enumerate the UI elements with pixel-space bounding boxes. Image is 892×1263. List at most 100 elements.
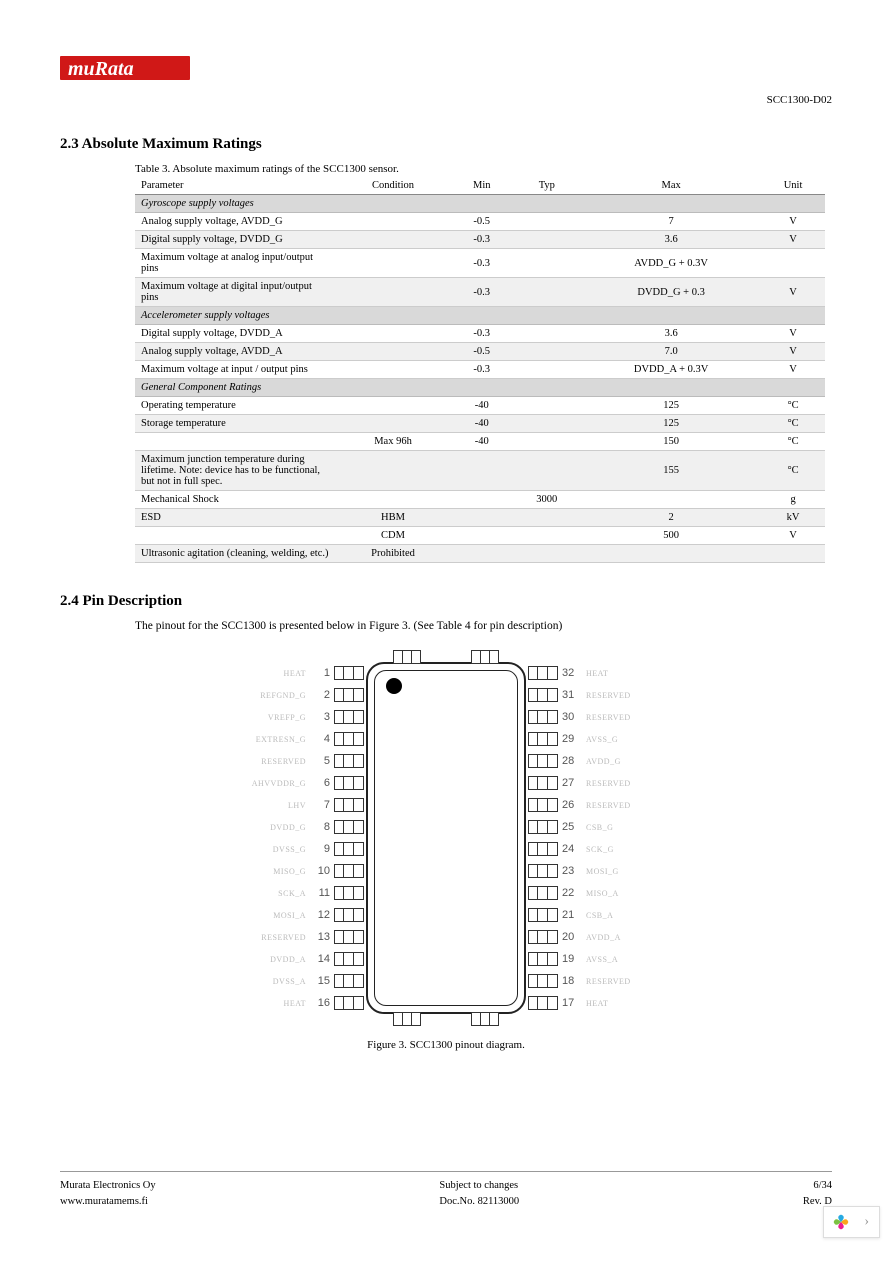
pin-name: RESERVED	[578, 713, 648, 722]
col-min: Min	[451, 177, 512, 195]
cell-min: -40	[451, 397, 512, 415]
cell-cond	[335, 361, 451, 379]
pin-number: 11	[314, 887, 334, 899]
pin-name: DVDD_G	[244, 823, 314, 832]
cell-max: 125	[581, 397, 761, 415]
table-row: Analog supply voltage, AVDD_A-0.57.0V	[135, 343, 825, 361]
table-row: Storage temperature-40125°C	[135, 415, 825, 433]
pin-number: 9	[314, 843, 334, 855]
cell-min: -0.3	[451, 231, 512, 249]
table-row: Mechanical Shock3000g	[135, 491, 825, 509]
table-row: Maximum junction temperature during life…	[135, 451, 825, 491]
col-typ: Typ	[512, 177, 581, 195]
logo: muRata	[60, 50, 832, 86]
pin-row: 31RESERVED	[528, 684, 648, 706]
cell-unit: V	[761, 325, 825, 343]
pin-row: HEAT16	[244, 992, 364, 1014]
pin-row: LHV7	[244, 794, 364, 816]
cell-cond: HBM	[335, 509, 451, 527]
cell-param: ESD	[135, 509, 335, 527]
pin-name: HEAT	[578, 669, 648, 678]
pin-row: 19AVSS_A	[528, 948, 648, 970]
footer: Murata Electronics Oy www.muratamems.fi …	[60, 1178, 832, 1210]
pin-row: 32HEAT	[528, 662, 648, 684]
pin-number: 28	[558, 755, 578, 767]
pin-number: 13	[314, 931, 334, 943]
cell-typ	[512, 361, 581, 379]
section-2-4-title: 2.4 Pin Description	[60, 593, 832, 610]
pin-name: RESERVED	[578, 977, 648, 986]
col-condition: Condition	[335, 177, 451, 195]
pin-number: 32	[558, 667, 578, 679]
pin-number: 10	[314, 865, 334, 877]
table-group-header: Accelerometer supply voltages	[135, 307, 825, 325]
doc-id: SCC1300-D02	[60, 94, 832, 106]
cell-max: 7	[581, 213, 761, 231]
cell-param: Maximum voltage at input / output pins	[135, 361, 335, 379]
cell-unit: °C	[761, 433, 825, 451]
pin-name: DVSS_A	[244, 977, 314, 986]
pin-number: 29	[558, 733, 578, 745]
cell-unit: V	[761, 361, 825, 379]
cell-param: Analog supply voltage, AVDD_A	[135, 343, 335, 361]
cell-unit: V	[761, 343, 825, 361]
pin-row: 24SCK_G	[528, 838, 648, 860]
pin-name: AVSS_A	[578, 955, 648, 964]
cell-max: AVDD_G + 0.3V	[581, 249, 761, 278]
pin-row: AHVVDDR_G6	[244, 772, 364, 794]
cell-max: 2	[581, 509, 761, 527]
cell-max: 3.6	[581, 231, 761, 249]
pin-name: RESERVED	[578, 779, 648, 788]
pin-row: 17HEAT	[528, 992, 648, 1014]
pin-row: 18RESERVED	[528, 970, 648, 992]
pin1-indicator-dot	[386, 678, 402, 694]
cell-cond: Max 96h	[335, 433, 451, 451]
footer-url: www.muratamems.fi	[60, 1194, 156, 1210]
cell-param: Analog supply voltage, AVDD_G	[135, 213, 335, 231]
pin-row: DVSS_G9	[244, 838, 364, 860]
cell-param: Digital supply voltage, DVDD_G	[135, 231, 335, 249]
table-row: Maximum voltage at analog input/output p…	[135, 249, 825, 278]
cell-cond	[335, 278, 451, 307]
cell-unit: V	[761, 278, 825, 307]
cell-typ	[512, 325, 581, 343]
table-row: Digital supply voltage, DVDD_G-0.33.6V	[135, 231, 825, 249]
pin-row: 21CSB_A	[528, 904, 648, 926]
pin-number: 2	[314, 689, 334, 701]
pin-row: 23MOSI_G	[528, 860, 648, 882]
cell-cond	[335, 415, 451, 433]
pin-row: 26RESERVED	[528, 794, 648, 816]
cell-max: 125	[581, 415, 761, 433]
cell-cond	[335, 451, 451, 491]
cell-max: 155	[581, 451, 761, 491]
cell-max	[581, 545, 761, 563]
cell-param: Operating temperature	[135, 397, 335, 415]
pin-name: AVSS_G	[578, 735, 648, 744]
pin-name: HEAT	[578, 999, 648, 1008]
cell-param: Mechanical Shock	[135, 491, 335, 509]
footer-docno: Doc.No. 82113000	[439, 1194, 519, 1210]
cell-typ	[512, 509, 581, 527]
pin-name: MISO_A	[578, 889, 648, 898]
nav-widget: ›	[823, 1206, 880, 1238]
pin-number: 24	[558, 843, 578, 855]
cell-cond	[335, 231, 451, 249]
pin-row: EXTRESN_G4	[244, 728, 364, 750]
footer-subject: Subject to changes	[439, 1178, 519, 1194]
pin-name: RESERVED	[244, 933, 314, 942]
cell-unit: g	[761, 491, 825, 509]
pin-number: 4	[314, 733, 334, 745]
pin-number: 7	[314, 799, 334, 811]
pin-number: 18	[558, 975, 578, 987]
cell-cond: CDM	[335, 527, 451, 545]
pin-number: 21	[558, 909, 578, 921]
pin-name: RESERVED	[578, 801, 648, 810]
cell-typ	[512, 249, 581, 278]
pin-row: VREFP_G3	[244, 706, 364, 728]
cell-cond	[335, 397, 451, 415]
cell-max: DVDD_A + 0.3V	[581, 361, 761, 379]
pin-number: 25	[558, 821, 578, 833]
pin-number: 22	[558, 887, 578, 899]
next-page-button[interactable]: ›	[860, 1214, 873, 1230]
cell-param	[135, 527, 335, 545]
